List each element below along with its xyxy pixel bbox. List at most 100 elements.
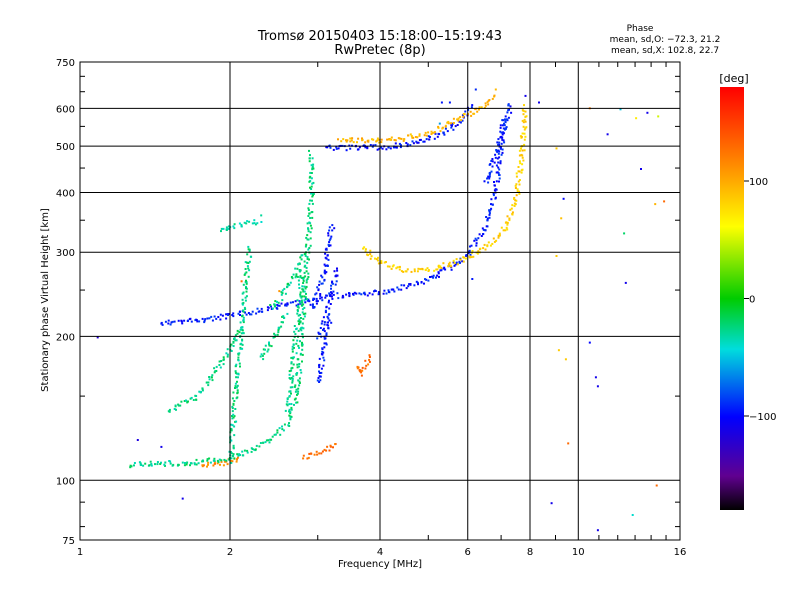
x-axis: 1 2 4 6 8 10 16: [77, 62, 686, 558]
echo-point: [297, 379, 300, 382]
echo-point: [276, 300, 278, 303]
echo-point: [323, 269, 326, 272]
echo-point: [324, 272, 327, 275]
echo-point: [400, 270, 403, 273]
echo-point: [323, 448, 326, 451]
echo-point: [606, 133, 609, 136]
echo-point: [286, 286, 288, 289]
echo-point: [189, 464, 191, 467]
echo-point: [316, 286, 319, 289]
echo-point: [291, 348, 294, 351]
echo-point: [482, 247, 485, 250]
echo-point: [523, 132, 526, 135]
echo-point: [371, 138, 373, 141]
echo-point: [301, 276, 303, 279]
echo-point: [318, 366, 321, 369]
echo-point: [256, 222, 259, 225]
echo-point: [315, 302, 318, 305]
echo-point: [246, 253, 249, 256]
echo-point: [488, 209, 491, 212]
echo-point: [646, 111, 649, 114]
echo-point: [452, 128, 455, 131]
echo-point: [240, 326, 243, 329]
echo-point: [403, 284, 406, 287]
echo-point: [348, 144, 351, 147]
echo-point: [244, 281, 247, 284]
echo-point: [230, 427, 233, 430]
echo-point: [316, 300, 319, 303]
echo-point: [386, 138, 389, 141]
echo-point: [308, 300, 311, 303]
echo-point: [635, 117, 638, 120]
echo-point: [139, 463, 142, 466]
echo-point: [497, 234, 500, 237]
echo-point: [502, 119, 505, 122]
echo-point: [330, 295, 333, 298]
echo-point: [311, 165, 314, 168]
echo-point: [296, 312, 299, 315]
echo-point: [304, 245, 307, 248]
x-tick-label: 2: [227, 547, 233, 558]
echo-point: [437, 132, 440, 135]
echo-point: [303, 285, 306, 288]
echo-point: [361, 137, 363, 140]
echo-point: [300, 343, 303, 346]
echo-point: [387, 289, 390, 292]
echo-point: [292, 363, 295, 366]
echo-point: [515, 194, 518, 197]
echo-point: [594, 376, 597, 379]
echo-point: [431, 131, 434, 134]
echo-point: [454, 125, 457, 128]
echo-point: [335, 280, 338, 283]
echo-point: [427, 131, 430, 134]
echo-point: [459, 116, 462, 119]
echo-point: [319, 294, 322, 297]
echo-point: [309, 171, 312, 174]
echo-point: [167, 319, 170, 322]
echo-point: [159, 463, 162, 465]
echo-point: [310, 164, 313, 167]
echo-point: [255, 312, 258, 315]
echo-point: [195, 398, 198, 401]
echo-point: [352, 141, 355, 144]
echo-point: [515, 172, 518, 175]
echo-point: [318, 381, 321, 383]
echo-point: [281, 428, 284, 431]
echo-point: [244, 261, 247, 264]
echo-point: [320, 274, 323, 277]
echo-point: [302, 317, 305, 320]
echo-point: [483, 180, 486, 183]
echo-point: [456, 118, 459, 121]
echo-point: [413, 268, 416, 271]
echo-point: [394, 142, 397, 145]
echo-point: [331, 280, 334, 283]
echo-point: [382, 292, 385, 295]
echo-point: [243, 449, 246, 452]
echo-point: [177, 463, 180, 466]
echo-point: [494, 156, 497, 159]
echo-point: [416, 141, 419, 144]
echo-point: [310, 188, 313, 190]
echo-point: [514, 187, 517, 189]
echo-point: [247, 245, 250, 248]
echo-point: [507, 104, 510, 106]
echo-point: [324, 309, 327, 312]
echo-point: [236, 332, 239, 335]
echo-point: [262, 348, 265, 351]
echo-point: [200, 390, 202, 393]
echo-point: [397, 137, 400, 140]
echo-point: [276, 307, 279, 310]
echo-point: [303, 271, 306, 274]
echo-point: [142, 464, 145, 467]
echo-point: [450, 122, 453, 125]
echo-point: [357, 148, 360, 151]
echo-point: [196, 320, 199, 323]
echo-point: [220, 360, 223, 362]
echo-point: [331, 229, 334, 232]
echo-point: [133, 462, 136, 464]
echo-point: [318, 452, 321, 455]
echo-point: [377, 259, 379, 262]
echo-point: [436, 135, 439, 138]
echo-point: [251, 222, 254, 225]
echo-point: [233, 400, 236, 402]
